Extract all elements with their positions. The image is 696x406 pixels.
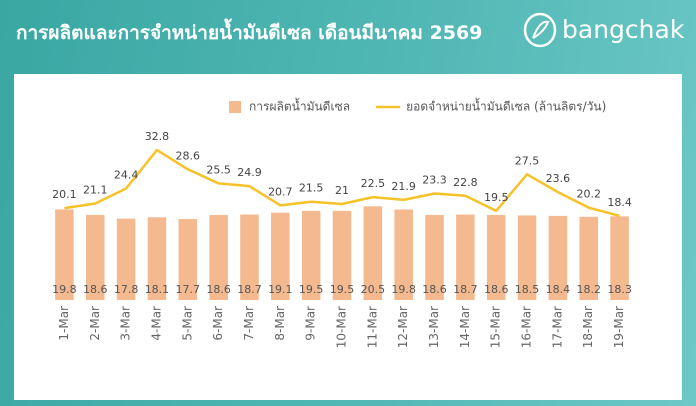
line-value-label: 24.9: [237, 166, 262, 179]
logo-text: bangchak: [562, 15, 685, 44]
line-value-label: 28.6: [176, 149, 201, 162]
x-tick-label: 9-Mar: [304, 306, 318, 341]
bar-value-label: 18.3: [607, 283, 632, 296]
bar: [240, 214, 259, 300]
bar-value-label: 18.7: [453, 283, 478, 296]
bar: [456, 214, 475, 300]
line-value-label: 20.7: [268, 185, 293, 198]
bar: [55, 209, 74, 300]
x-tick-label: 3-Mar: [119, 306, 133, 341]
bar-value-label: 19.5: [299, 283, 324, 296]
line-value-label: 24.4: [114, 168, 139, 181]
x-tick-label: 15-Mar: [489, 306, 503, 348]
bar: [548, 215, 568, 300]
bar: [209, 214, 228, 300]
line-value-label: 21.1: [83, 184, 108, 197]
bar-value-label: 19.8: [52, 283, 77, 296]
bar-value-label: 18.4: [546, 283, 571, 296]
x-tick-label: 7-Mar: [242, 306, 256, 341]
legend-swatch: [229, 101, 241, 113]
x-tick-label: 2-Mar: [88, 306, 102, 341]
bar: [332, 210, 352, 300]
x-tick-label: 6-Mar: [211, 306, 225, 341]
x-tick-label: 1-Mar: [57, 306, 71, 341]
x-tick-label: 19-Mar: [612, 306, 626, 348]
bar-value-label: 18.6: [83, 283, 108, 296]
line-value-label: 20.2: [576, 188, 601, 201]
x-tick-label: 5-Mar: [180, 306, 194, 341]
line-value-label: 18.4: [607, 196, 632, 209]
bar: [147, 217, 167, 300]
bar-value-label: 18.5: [515, 283, 540, 296]
bar-value-label: 19.1: [268, 283, 293, 296]
bar-value-label: 20.5: [361, 283, 386, 296]
bar-value-label: 18.6: [484, 283, 509, 296]
line-value-label: 25.5: [206, 163, 231, 176]
x-tick-label: 11-Mar: [365, 306, 379, 348]
bar: [610, 216, 629, 300]
bar: [517, 215, 537, 300]
bar: [271, 212, 290, 300]
line-value-label: 27.5: [515, 154, 540, 167]
bar-value-label: 19.8: [391, 283, 416, 296]
line-value-label: 21: [335, 184, 349, 197]
x-tick-label: 10-Mar: [335, 306, 349, 348]
bar: [116, 218, 136, 300]
bar: [178, 219, 198, 300]
logo: bangchak: [523, 12, 685, 48]
line-value-label: 21.9: [391, 180, 416, 193]
bar-value-label: 18.6: [206, 283, 231, 296]
logo-icon: [523, 12, 557, 48]
line-value-label: 19.5: [484, 191, 509, 204]
bar: [86, 214, 105, 300]
title: การผลิตและการจำหน่ายน้ำมันดีเซล เดือนมีน…: [16, 22, 483, 44]
x-tick-label: 13-Mar: [427, 306, 441, 348]
bar-value-label: 18.7: [237, 283, 262, 296]
line-value-label: 23.6: [546, 172, 571, 185]
line-value-label: 22.8: [453, 176, 478, 189]
bar-value-label: 19.5: [330, 283, 355, 296]
logo-leaf: [532, 20, 550, 39]
bar: [425, 214, 444, 300]
line-value-label: 23.3: [422, 173, 447, 186]
line-value-label: 22.5: [361, 177, 386, 190]
legend-label: ยอดจำหน่ายน้ำมันดีเซล (ล้านลิตร/วัน): [406, 98, 606, 114]
bar: [301, 210, 321, 300]
line-value-label: 20.1: [52, 188, 77, 201]
x-tick-label: 16-Mar: [520, 306, 534, 348]
x-tick-label: 18-Mar: [581, 306, 595, 348]
x-tick-label: 8-Mar: [273, 306, 287, 341]
bar: [579, 216, 598, 300]
line: [64, 148, 620, 218]
line-value-label: 21.5: [299, 182, 324, 195]
chart: 1-Mar 2-Mar 3-Mar 4-Mar 5-Mar 6-Mar 7-Mar 8-Mar…: [14, 74, 682, 400]
bar-value-label: 18.2: [576, 283, 601, 296]
bar-value-label: 17.8: [114, 283, 139, 296]
bar: [394, 209, 413, 300]
bar-value-label: 18.1: [145, 283, 170, 296]
bar: [363, 206, 383, 300]
x-tick-label: 17-Mar: [550, 306, 564, 348]
x-tick-label: 4-Mar: [149, 306, 163, 341]
x-tick-label: 14-Mar: [458, 306, 472, 348]
bar-value-label: 17.7: [176, 283, 201, 296]
line-value-label: 32.8: [145, 130, 170, 143]
bar: [486, 214, 506, 300]
x-tick-label: 12-Mar: [396, 306, 410, 348]
legend-label: การผลิตน้ำมันดีเซล: [249, 98, 350, 114]
bar-value-label: 18.6: [422, 283, 447, 296]
